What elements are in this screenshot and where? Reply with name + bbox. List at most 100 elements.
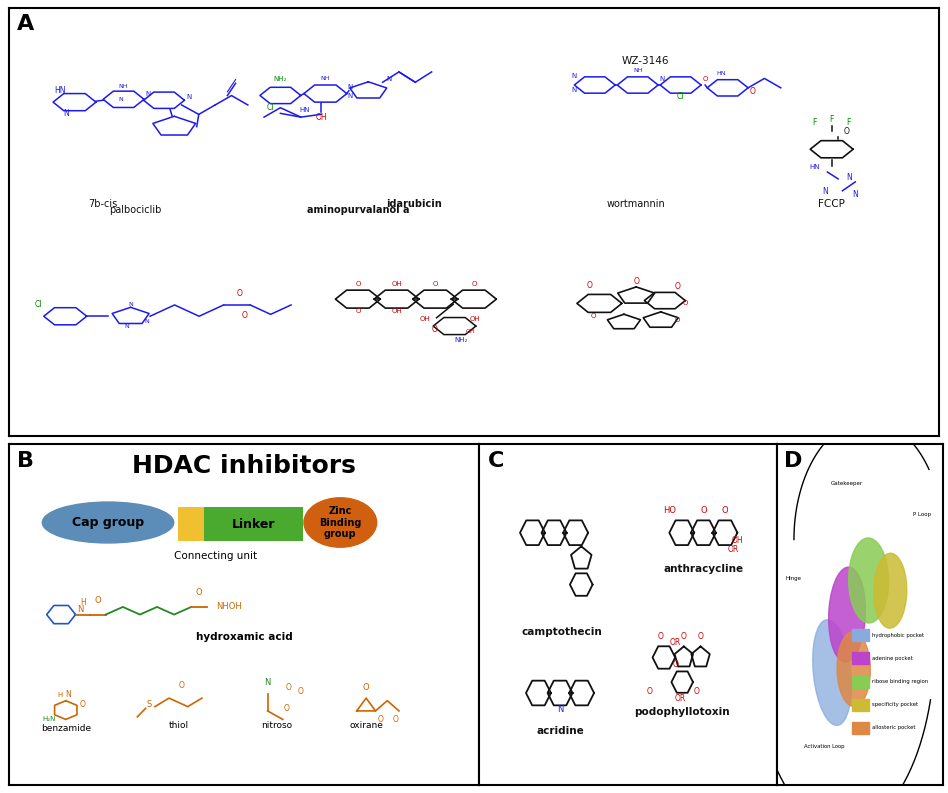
Text: O: O bbox=[673, 661, 679, 669]
Text: Cl: Cl bbox=[266, 102, 274, 112]
Text: thiol: thiol bbox=[169, 721, 189, 730]
Text: O: O bbox=[658, 632, 664, 641]
Text: acridine: acridine bbox=[537, 726, 584, 737]
Text: WZ-3146: WZ-3146 bbox=[622, 56, 669, 66]
Bar bbox=[852, 699, 868, 711]
Text: HDAC inhibitors: HDAC inhibitors bbox=[132, 454, 356, 478]
Text: H₂N: H₂N bbox=[43, 716, 56, 722]
Text: OH: OH bbox=[392, 308, 402, 313]
Text: O: O bbox=[681, 632, 686, 641]
Text: specificity pocket: specificity pocket bbox=[872, 702, 918, 707]
Text: O: O bbox=[844, 128, 849, 136]
Text: F: F bbox=[847, 117, 851, 127]
Text: N: N bbox=[145, 319, 150, 324]
Text: N: N bbox=[128, 302, 133, 307]
Text: N: N bbox=[65, 690, 71, 699]
Text: S: S bbox=[146, 699, 152, 709]
Text: A: A bbox=[17, 14, 34, 34]
Text: N: N bbox=[264, 678, 271, 688]
Text: nitroso: nitroso bbox=[262, 721, 293, 730]
Text: NH: NH bbox=[633, 68, 643, 73]
Text: Linker: Linker bbox=[231, 518, 275, 531]
Text: N: N bbox=[145, 90, 151, 97]
FancyBboxPatch shape bbox=[178, 508, 204, 542]
Bar bbox=[852, 629, 868, 642]
Ellipse shape bbox=[848, 538, 888, 623]
Text: O: O bbox=[283, 704, 289, 713]
Text: O: O bbox=[647, 688, 653, 696]
Text: N: N bbox=[572, 74, 577, 79]
Text: OH: OH bbox=[732, 536, 743, 545]
Text: N: N bbox=[186, 94, 191, 101]
Text: O: O bbox=[431, 325, 437, 335]
Text: O: O bbox=[392, 715, 398, 724]
Text: O: O bbox=[633, 277, 639, 285]
Text: N: N bbox=[556, 706, 563, 714]
Text: NH: NH bbox=[118, 84, 128, 89]
Text: adenine pocket: adenine pocket bbox=[872, 656, 913, 661]
Text: F: F bbox=[830, 114, 834, 124]
Ellipse shape bbox=[43, 502, 173, 543]
Text: benzamide: benzamide bbox=[41, 724, 91, 734]
Text: OH: OH bbox=[316, 113, 327, 122]
Text: O: O bbox=[363, 683, 370, 691]
Text: Connecting unit: Connecting unit bbox=[174, 551, 258, 561]
Bar bbox=[852, 653, 868, 665]
Text: hydroxamic acid: hydroxamic acid bbox=[195, 632, 293, 642]
Text: C: C bbox=[487, 451, 504, 471]
Bar bbox=[852, 676, 868, 688]
Text: 7b-cis: 7b-cis bbox=[88, 199, 117, 209]
Text: O: O bbox=[241, 311, 247, 320]
Ellipse shape bbox=[829, 567, 866, 662]
Text: N: N bbox=[846, 173, 851, 182]
Text: Gatekeeper: Gatekeeper bbox=[831, 481, 863, 486]
Text: FCCP: FCCP bbox=[818, 199, 845, 209]
Text: H: H bbox=[57, 692, 63, 699]
Text: OH: OH bbox=[465, 329, 475, 335]
Text: N: N bbox=[64, 109, 69, 118]
Text: NH₂: NH₂ bbox=[274, 76, 287, 82]
Text: H: H bbox=[81, 598, 86, 607]
Text: O: O bbox=[674, 317, 680, 324]
Text: N: N bbox=[347, 94, 353, 99]
Text: NH: NH bbox=[320, 76, 330, 82]
Text: Cl: Cl bbox=[677, 92, 684, 102]
Text: O: O bbox=[721, 506, 728, 515]
Text: camptothecin: camptothecin bbox=[522, 627, 603, 637]
Text: O: O bbox=[285, 683, 292, 691]
Text: NH₂: NH₂ bbox=[455, 336, 468, 343]
Text: Hinge: Hinge bbox=[786, 577, 802, 581]
Text: O: O bbox=[237, 289, 243, 297]
Text: allosteric pocket: allosteric pocket bbox=[872, 726, 916, 730]
Text: N: N bbox=[852, 190, 858, 199]
Text: HO: HO bbox=[663, 506, 676, 515]
Text: O: O bbox=[698, 632, 703, 641]
Text: O: O bbox=[356, 281, 360, 286]
Text: OR: OR bbox=[727, 545, 738, 554]
Text: N: N bbox=[124, 324, 129, 328]
Text: O: O bbox=[700, 506, 706, 515]
Text: O: O bbox=[432, 281, 438, 286]
Text: hydrophobic pocket: hydrophobic pocket bbox=[872, 633, 924, 638]
Text: HN: HN bbox=[717, 71, 726, 75]
Text: HN: HN bbox=[300, 107, 310, 113]
Text: OH: OH bbox=[420, 316, 430, 322]
Text: O: O bbox=[95, 596, 101, 605]
Text: O: O bbox=[674, 282, 680, 291]
Text: O: O bbox=[693, 688, 700, 696]
Text: ribose binding region: ribose binding region bbox=[872, 679, 928, 684]
Text: O: O bbox=[586, 282, 592, 290]
Text: anthracycline: anthracycline bbox=[664, 564, 743, 573]
Text: O: O bbox=[179, 681, 185, 690]
Text: OH: OH bbox=[469, 316, 480, 322]
Text: O: O bbox=[702, 76, 708, 82]
Text: N: N bbox=[347, 84, 353, 90]
FancyBboxPatch shape bbox=[204, 508, 302, 542]
Text: NHOH: NHOH bbox=[216, 603, 242, 611]
Text: N: N bbox=[572, 86, 577, 93]
Text: palbociclib: palbociclib bbox=[109, 205, 161, 216]
Text: OR: OR bbox=[674, 694, 685, 703]
Text: aminopurvalanol a: aminopurvalanol a bbox=[306, 205, 410, 216]
Text: Cl: Cl bbox=[35, 300, 43, 308]
Text: O: O bbox=[195, 588, 202, 597]
